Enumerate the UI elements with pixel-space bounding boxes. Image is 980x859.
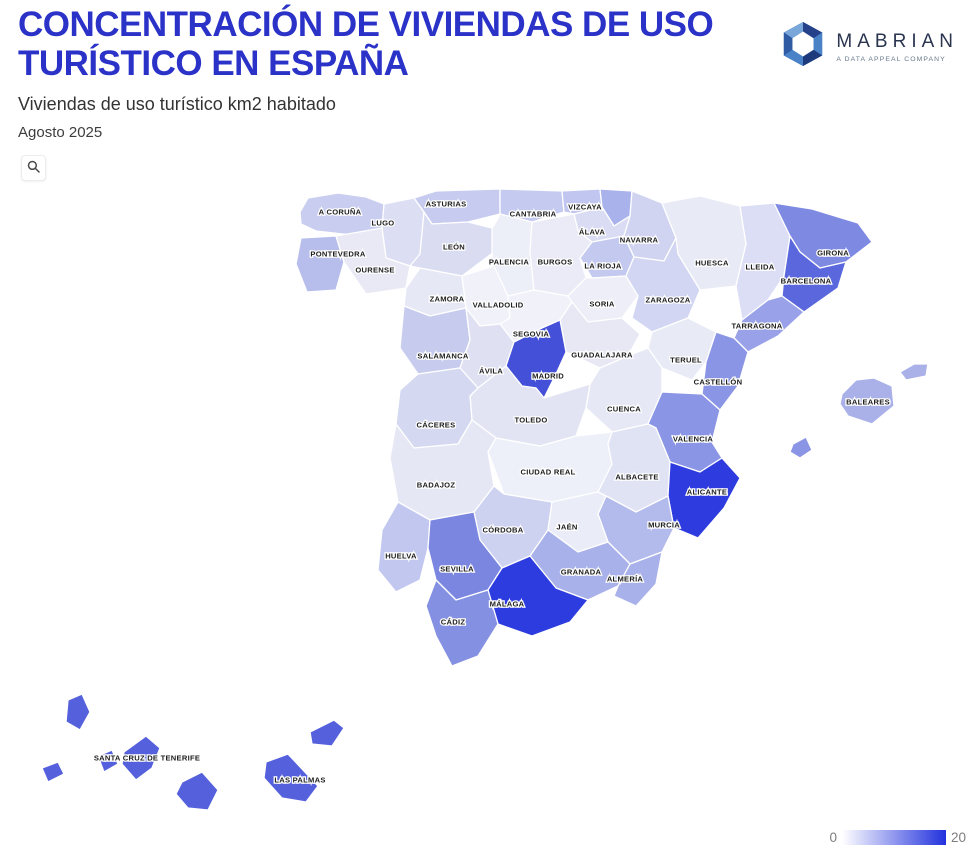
region-barcelona[interactable] bbox=[781, 235, 847, 313]
region-canarias_lp[interactable] bbox=[175, 771, 219, 811]
region-canarias_lp[interactable] bbox=[309, 719, 345, 747]
region-guadalajara[interactable] bbox=[559, 301, 641, 369]
chart-subtitle: Viviendas de uso turístico km2 habitado bbox=[18, 94, 336, 114]
region-baleares[interactable] bbox=[839, 377, 895, 425]
region-a_coruna[interactable] bbox=[299, 192, 385, 236]
region-badajoz[interactable] bbox=[389, 419, 497, 521]
legend-max-label: 20 bbox=[950, 830, 966, 845]
search-button[interactable] bbox=[21, 155, 46, 181]
region-almeria[interactable] bbox=[613, 551, 663, 607]
region-tarragona[interactable] bbox=[733, 295, 805, 353]
legend-gradient-bar bbox=[841, 830, 946, 845]
search-icon bbox=[27, 160, 40, 176]
region-salamanca[interactable] bbox=[399, 305, 471, 375]
color-scale-legend: 0 20 bbox=[829, 830, 966, 845]
region-burgos[interactable] bbox=[529, 213, 593, 297]
region-canarias_lp[interactable] bbox=[263, 753, 319, 803]
region-canarias_scz[interactable] bbox=[97, 749, 119, 773]
header: Concentración de viviendas de uso turíst… bbox=[18, 5, 758, 141]
logo-brand-text: MABRIAN bbox=[836, 30, 958, 52]
mabrian-logo: MABRIAN A DATA APPEAL COMPANY bbox=[780, 20, 958, 73]
region-canarias_scz[interactable] bbox=[65, 693, 91, 731]
logo-tagline: A DATA APPEAL COMPANY bbox=[836, 55, 946, 63]
region-huelva[interactable] bbox=[377, 501, 431, 593]
page-title: Concentración de viviendas de uso turíst… bbox=[18, 5, 714, 83]
legend-min-label: 0 bbox=[829, 830, 837, 845]
region-cuenca[interactable] bbox=[585, 347, 663, 433]
region-cadiz[interactable] bbox=[425, 579, 499, 667]
region-baleares[interactable] bbox=[899, 363, 929, 381]
region-canarias_scz[interactable] bbox=[121, 735, 161, 781]
mabrian-hexagon-icon bbox=[780, 20, 826, 73]
region-zamora[interactable] bbox=[403, 267, 467, 317]
chart-date: Agosto 2025 bbox=[18, 124, 103, 141]
region-pontevedra[interactable] bbox=[295, 235, 345, 293]
region-ourense[interactable] bbox=[335, 227, 411, 295]
region-ibiza[interactable] bbox=[789, 436, 813, 459]
region-canarias_scz[interactable] bbox=[41, 761, 65, 783]
region-cantabria[interactable] bbox=[499, 188, 565, 223]
region-alicante[interactable] bbox=[667, 457, 741, 539]
